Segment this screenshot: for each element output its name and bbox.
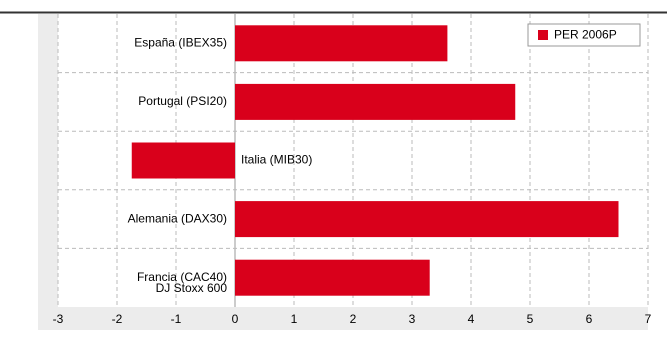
y-tick-label: Italia (MIB30) (241, 153, 312, 167)
x-tick-label: 2 (350, 312, 357, 326)
x-tick-label: -2 (112, 312, 123, 326)
x-tick-label: 7 (645, 312, 652, 326)
y-tick-label: España (IBEX35) (134, 35, 227, 49)
x-tick-label: 3 (409, 312, 416, 326)
bar (235, 201, 619, 238)
y-tick-label: Francia (CAC40) (137, 270, 227, 284)
bar (235, 259, 430, 296)
x-tick-label: -1 (171, 312, 182, 326)
bottom-band (38, 307, 648, 330)
legend-label: PER 2006P (554, 28, 617, 42)
bar (235, 25, 448, 62)
bar (131, 142, 235, 179)
x-tick-label: 4 (468, 312, 475, 326)
x-tick-label: 0 (232, 312, 239, 326)
x-tick-label: -3 (53, 312, 64, 326)
x-tick-label: 1 (291, 312, 298, 326)
legend-swatch (538, 30, 548, 40)
legend-box (527, 23, 641, 47)
y-tick-label: Alemania (DAX30) (128, 211, 227, 225)
y-tick-label: Portugal (PSI20) (138, 94, 227, 108)
bar (235, 83, 516, 120)
x-tick-label: 6 (586, 312, 593, 326)
annotation: DJ Stoxx 600 (156, 281, 228, 295)
left-band (38, 14, 58, 330)
x-tick-label: 5 (527, 312, 534, 326)
